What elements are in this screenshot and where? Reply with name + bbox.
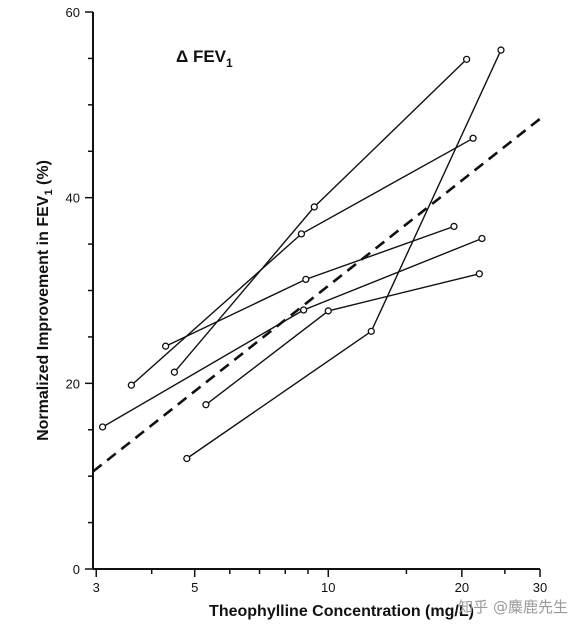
data-point xyxy=(202,401,210,409)
series-line xyxy=(102,237,483,428)
data-point xyxy=(450,222,458,231)
x-tick-label: 20 xyxy=(455,580,469,595)
y-tick-label: 40 xyxy=(66,191,80,206)
series-layer xyxy=(92,46,541,473)
series-7 xyxy=(92,117,541,473)
axes xyxy=(85,11,541,577)
data-point xyxy=(324,307,332,315)
data-point xyxy=(469,134,477,142)
series-6 xyxy=(202,270,483,409)
x-tick-label: 10 xyxy=(321,580,335,595)
y-tick-label: 60 xyxy=(66,5,80,20)
fit-line xyxy=(92,117,541,473)
data-point xyxy=(462,55,471,63)
data-point xyxy=(302,275,310,284)
x-axis-title: Theophylline Concentration (mg/L) xyxy=(209,603,474,620)
series-line xyxy=(205,273,480,406)
x-tick-label: 3 xyxy=(93,580,100,595)
data-point xyxy=(310,203,318,211)
data-point xyxy=(297,230,306,238)
data-point xyxy=(475,270,483,278)
data-point xyxy=(127,381,136,389)
data-point xyxy=(98,423,107,431)
series-4 xyxy=(161,222,458,350)
data-point xyxy=(299,306,308,314)
watermark-text: 知乎 @麋鹿先生 xyxy=(458,598,568,616)
y-axis-title: Normalized Improvement in FEV1 (%) xyxy=(35,160,55,441)
x-tick-label: 5 xyxy=(191,580,198,595)
series-line xyxy=(186,49,502,460)
x-tick-label: 30 xyxy=(533,580,547,595)
data-point xyxy=(183,454,191,463)
data-point xyxy=(497,46,505,54)
y-tick-label: 20 xyxy=(66,376,80,391)
series-5 xyxy=(98,234,486,431)
data-point xyxy=(161,342,170,350)
chart-title: Δ FEV1 xyxy=(176,47,233,70)
series-line xyxy=(130,137,474,386)
y-tick-label: 0 xyxy=(73,562,80,577)
data-point xyxy=(170,368,179,376)
data-point xyxy=(367,327,375,335)
series-line xyxy=(173,58,468,373)
series-2 xyxy=(183,46,505,463)
series-1 xyxy=(170,55,471,376)
data-point xyxy=(478,234,486,243)
